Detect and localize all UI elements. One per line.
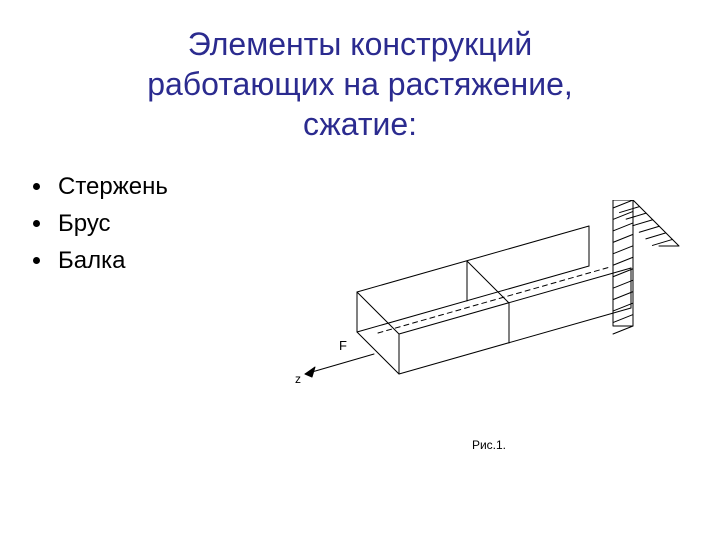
figure-caption: Рис.1. xyxy=(285,438,693,452)
bullet-list: Стержень Брус Балка xyxy=(32,168,168,280)
list-item: Балка xyxy=(54,242,168,279)
list-item-label: Стержень xyxy=(58,173,168,200)
title-line-1: Элементы конструкций xyxy=(188,26,532,62)
list-item-label: Балка xyxy=(58,247,125,274)
title-line-2: работающих на растяжение, xyxy=(147,66,573,102)
svg-text:F: F xyxy=(339,338,347,353)
slide-title: Элементы конструкций работающих на растя… xyxy=(0,24,720,144)
slide: Элементы конструкций работающих на растя… xyxy=(0,0,720,540)
list-item: Брус xyxy=(54,205,168,242)
svg-text:z: z xyxy=(295,372,301,386)
beam-figure: Fz Рис.1. xyxy=(285,200,693,460)
list-item-label: Брус xyxy=(58,210,111,237)
beam-diagram-svg: Fz xyxy=(285,200,693,410)
list-item: Стержень xyxy=(54,168,168,205)
title-line-3: сжатие: xyxy=(303,106,417,142)
